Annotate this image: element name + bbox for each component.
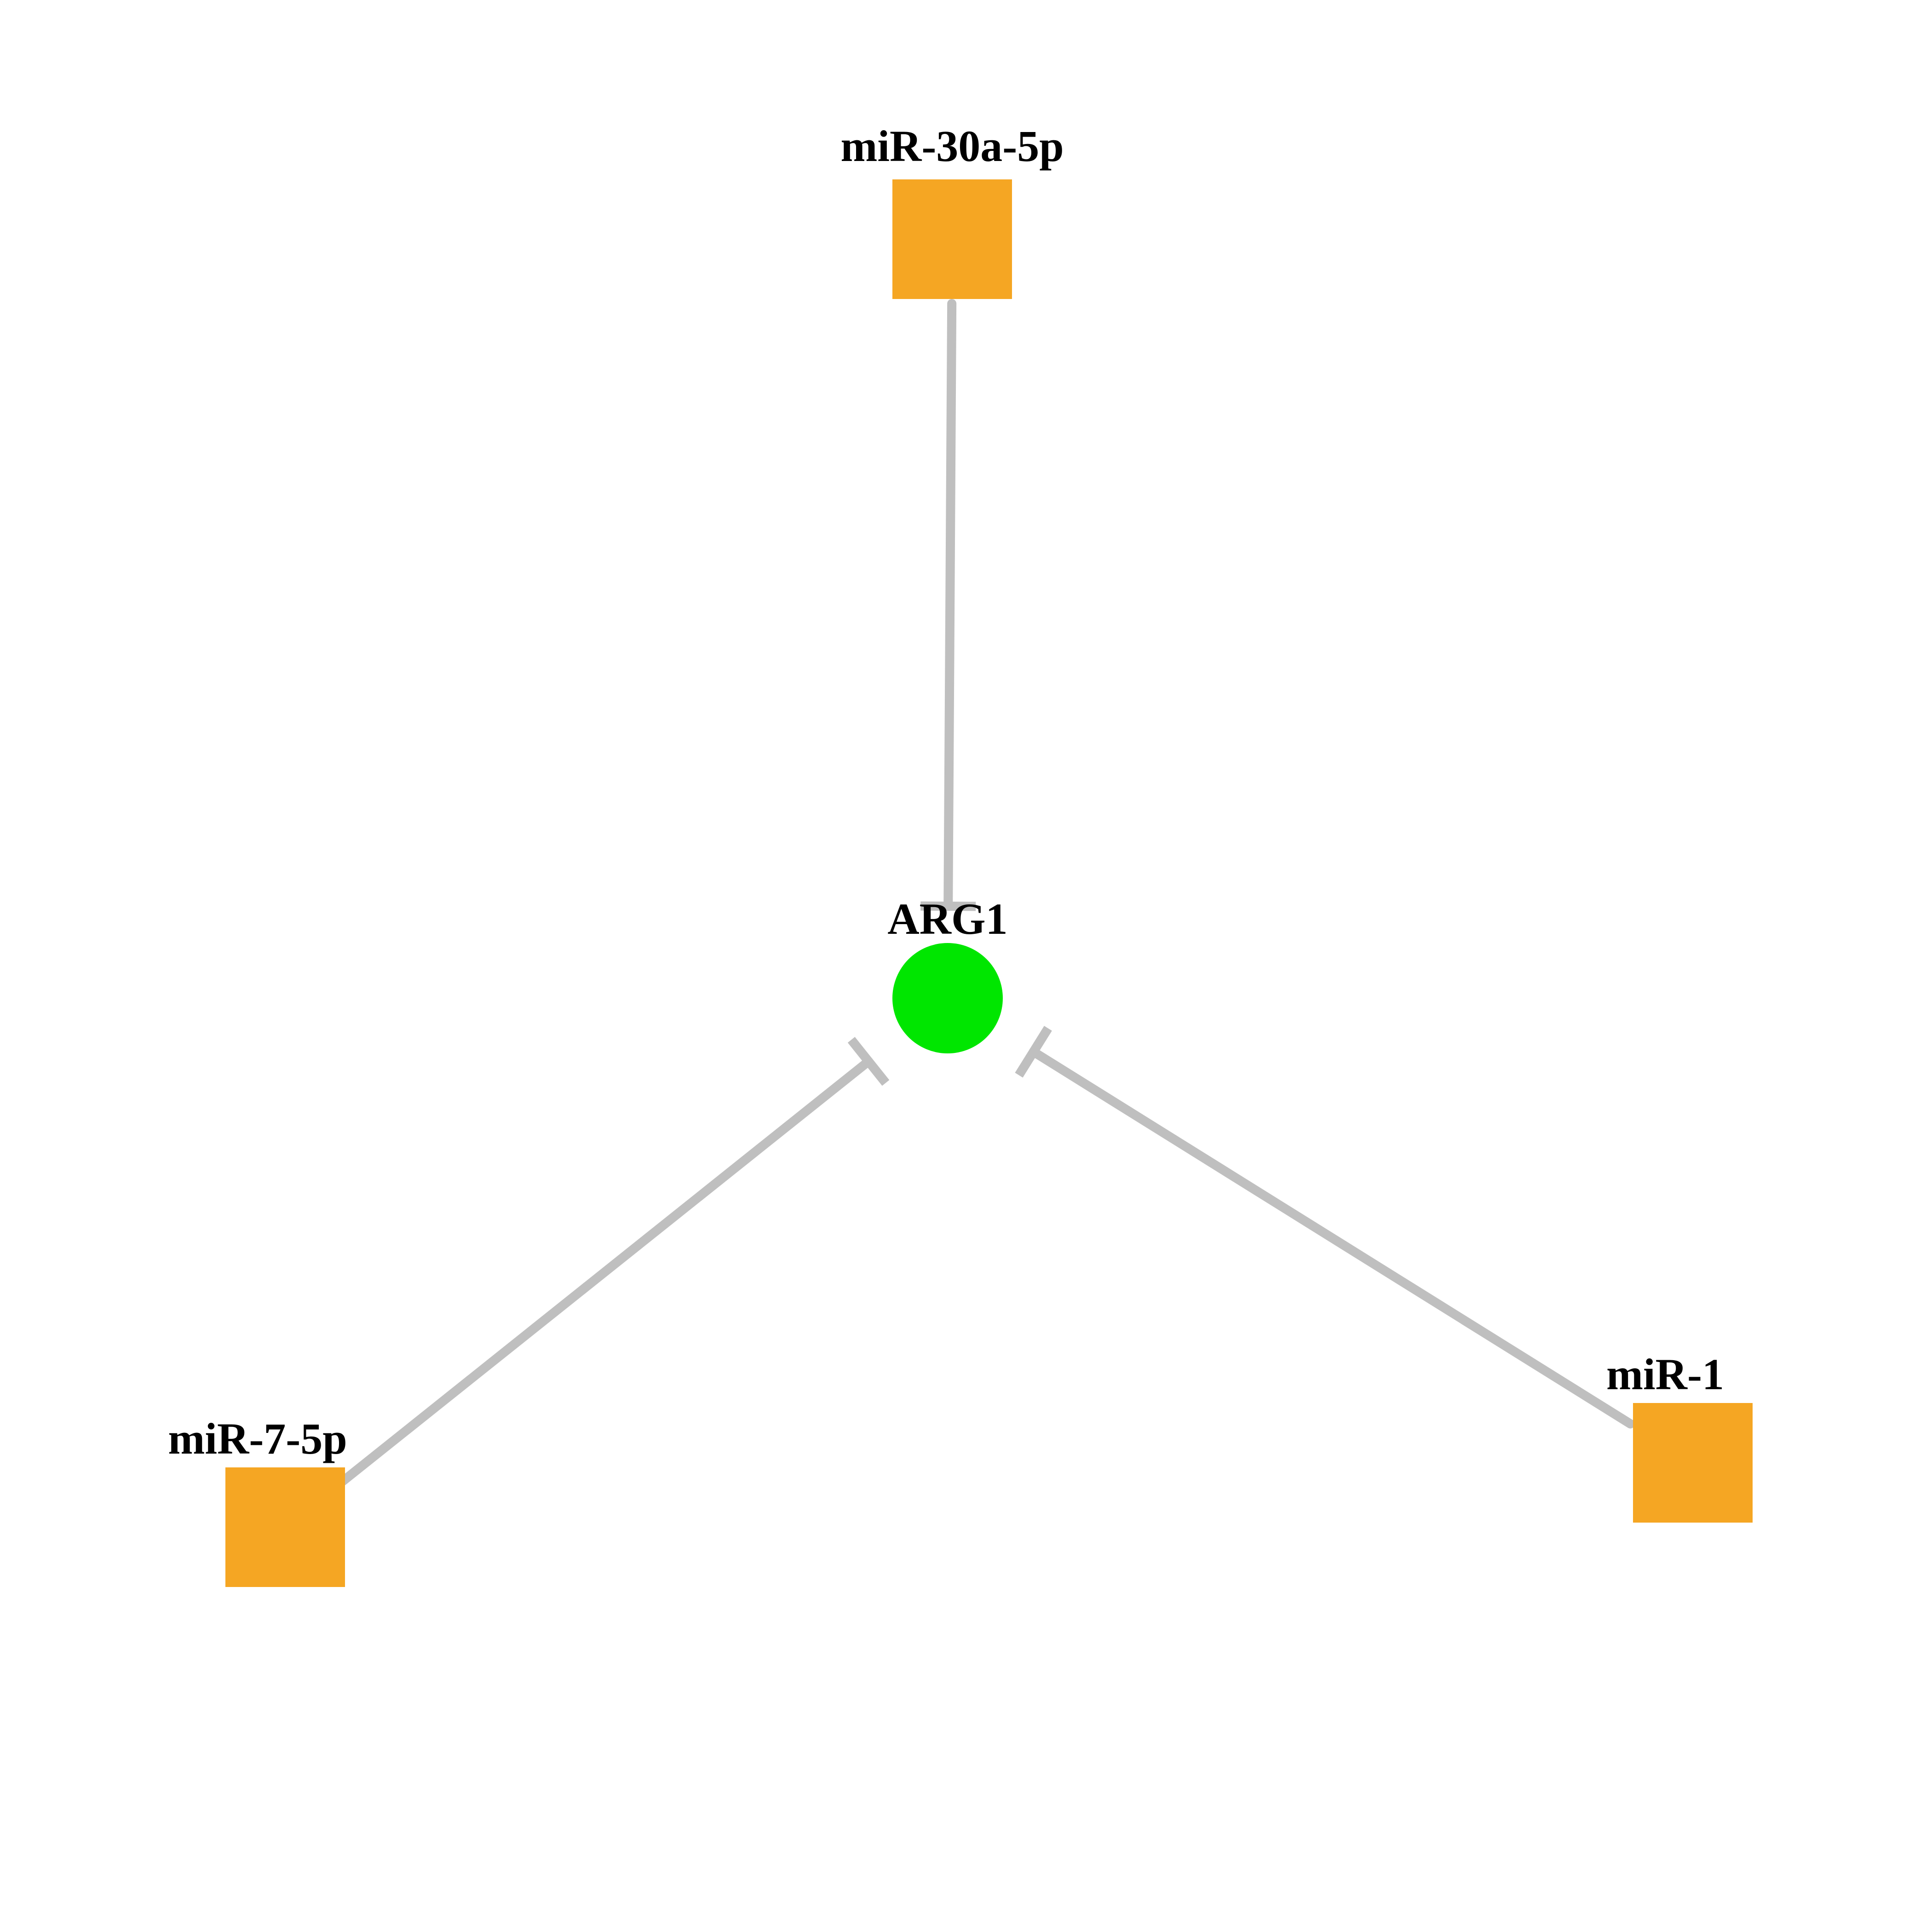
edge-line xyxy=(948,304,952,906)
node-ARG1 xyxy=(892,943,1003,1053)
node-miR-1 xyxy=(1633,1403,1753,1523)
edges-group xyxy=(343,304,1630,1481)
nodes-group: ARG1 miR-30a-5p miR-7-5p miR-1 xyxy=(168,121,1753,1587)
node-label-miR-1: miR-1 xyxy=(1606,1350,1724,1399)
node-label-ARG1: ARG1 xyxy=(887,894,1007,943)
edge-line xyxy=(343,1061,868,1481)
node-label-miR-7-5p: miR-7-5p xyxy=(168,1414,347,1463)
node-miR-30a-5p xyxy=(892,179,1012,299)
inhibition-bar xyxy=(1019,1028,1048,1075)
node-miR-7-5p xyxy=(225,1467,345,1587)
network-diagram: ARG1 miR-30a-5p miR-7-5p miR-1 xyxy=(0,0,1932,1932)
edge-line xyxy=(1034,1052,1631,1424)
node-label-miR-30a-5p: miR-30a-5p xyxy=(840,121,1064,171)
